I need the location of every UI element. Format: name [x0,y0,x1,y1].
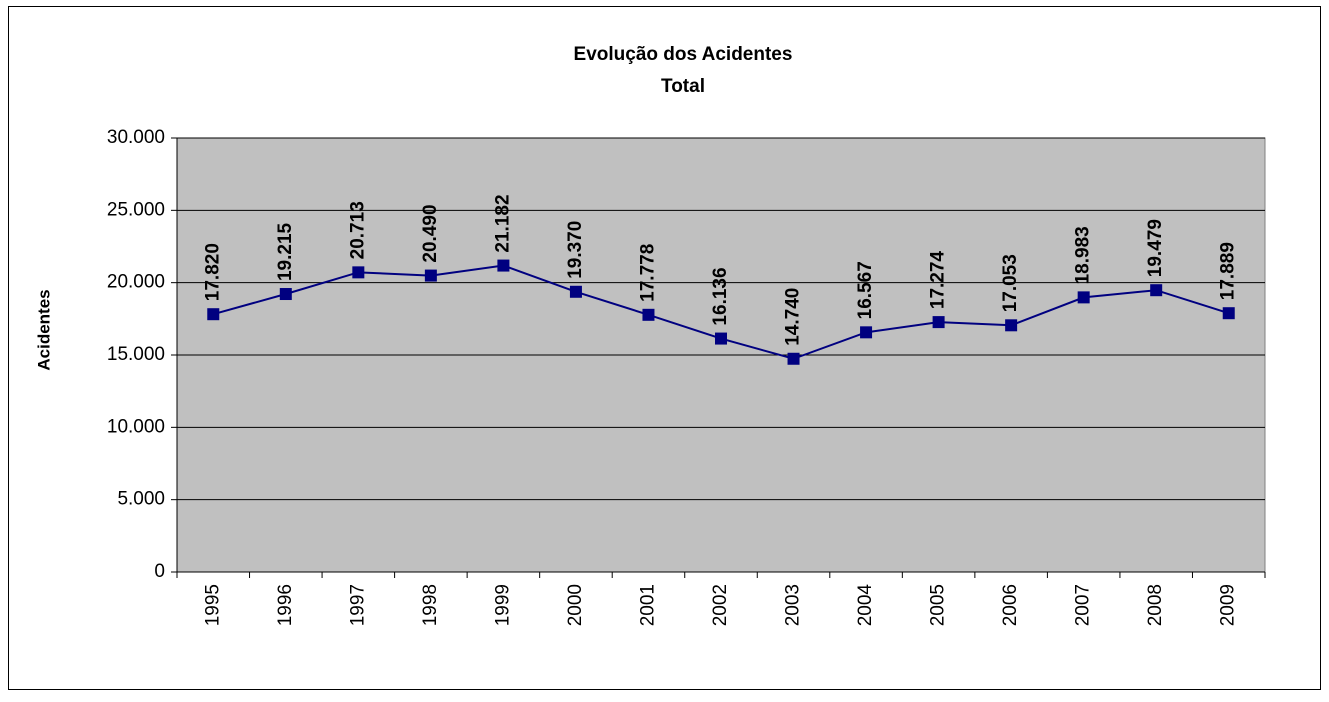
x-tick-label: 1997 [347,584,368,626]
marker [642,308,655,321]
x-tick-label: 1998 [420,584,441,626]
x-tick-label: 1999 [492,584,513,626]
x-tick-label: 1995 [202,584,223,626]
y-tick-label: 30.000 [107,127,165,148]
x-tick-label: 2002 [710,584,731,626]
x-tick-label: 2003 [783,584,804,626]
chart-title: Evolução dos Acidentes [574,44,793,65]
data-label: 17.778 [637,244,658,302]
y-tick-label: 15.000 [107,344,165,365]
x-tick-label: 2004 [855,584,876,627]
marker [1222,307,1235,320]
marker [569,285,582,298]
marker [860,326,873,339]
marker [207,308,220,321]
data-label: 17.820 [202,243,223,301]
data-label: 14.740 [783,288,804,346]
data-label: 17.053 [1000,254,1021,312]
data-label: 17.274 [928,251,949,310]
data-label: 18.983 [1073,226,1094,284]
x-tick-label: 2007 [1073,584,1094,626]
data-label: 19.479 [1145,219,1166,277]
data-label: 19.370 [565,221,586,279]
chart-subtitle: Total [661,76,705,97]
x-tick-label: 2006 [1000,584,1021,626]
x-tick-label: 2009 [1218,584,1239,626]
marker [1005,319,1018,332]
x-tick-label: 2005 [928,584,949,626]
data-label: 20.490 [420,204,441,262]
x-tick-label: 2001 [637,584,658,626]
y-tick-label: 10.000 [107,416,165,437]
y-tick-label: 20.000 [107,272,165,293]
x-tick-label: 2008 [1145,584,1166,626]
data-label: 17.889 [1218,242,1239,300]
y-tick-label: 25.000 [107,199,165,220]
marker [352,266,365,279]
marker [1077,291,1090,304]
marker [497,259,510,272]
marker [424,269,437,282]
y-tick-label: 5.000 [117,489,165,510]
data-label: 20.713 [347,201,368,259]
marker [932,316,945,329]
y-axis-label: Acidentes [34,289,53,370]
data-label: 19.215 [275,222,296,281]
data-label: 21.182 [492,194,513,252]
marker [715,332,727,345]
marker [279,288,292,301]
data-label: 16.136 [710,267,731,325]
marker [1150,284,1163,297]
y-tick-label: 0 [154,561,165,582]
x-tick-label: 1996 [275,584,296,626]
x-tick-label: 2000 [565,584,586,626]
marker [787,352,800,365]
data-label: 16.567 [855,261,876,319]
